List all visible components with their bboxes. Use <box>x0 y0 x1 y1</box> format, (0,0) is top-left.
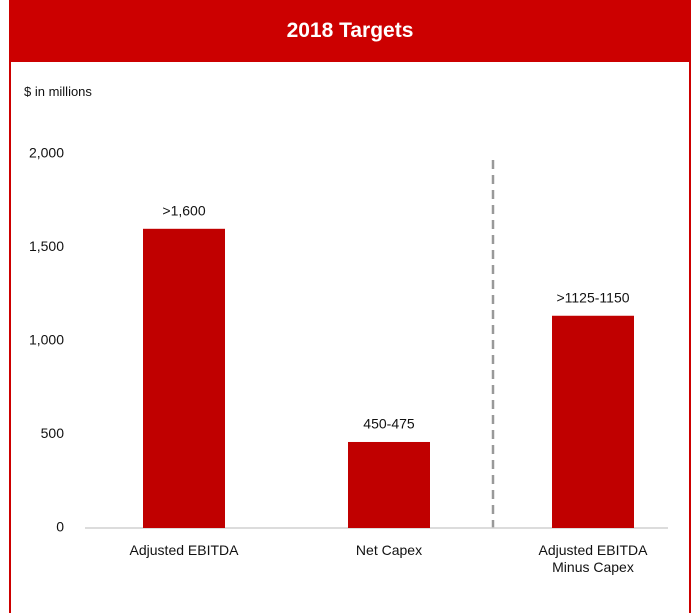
chart-subtitle: $ in millions <box>24 84 92 99</box>
value-label: 450-475 <box>363 416 415 432</box>
value-label: >1,600 <box>162 203 205 219</box>
bar <box>552 315 634 528</box>
chart-title: 2018 Targets <box>9 0 691 62</box>
bar <box>143 228 225 529</box>
x-tick-label: Adjusted EBITDA <box>129 542 239 558</box>
y-tick-label: 0 <box>56 519 64 535</box>
frame <box>9 0 691 613</box>
y-tick-label: 1,500 <box>29 238 64 254</box>
x-tick-label: Adjusted EBITDA Minus Capex <box>538 542 648 575</box>
value-label: >1125-1150 <box>556 289 629 305</box>
x-tick-label: Net Capex <box>355 542 423 558</box>
bar <box>348 441 430 528</box>
y-tick-label: 2,000 <box>29 145 64 161</box>
y-tick-label: 500 <box>41 425 65 441</box>
y-tick-label: 1,000 <box>29 332 64 348</box>
